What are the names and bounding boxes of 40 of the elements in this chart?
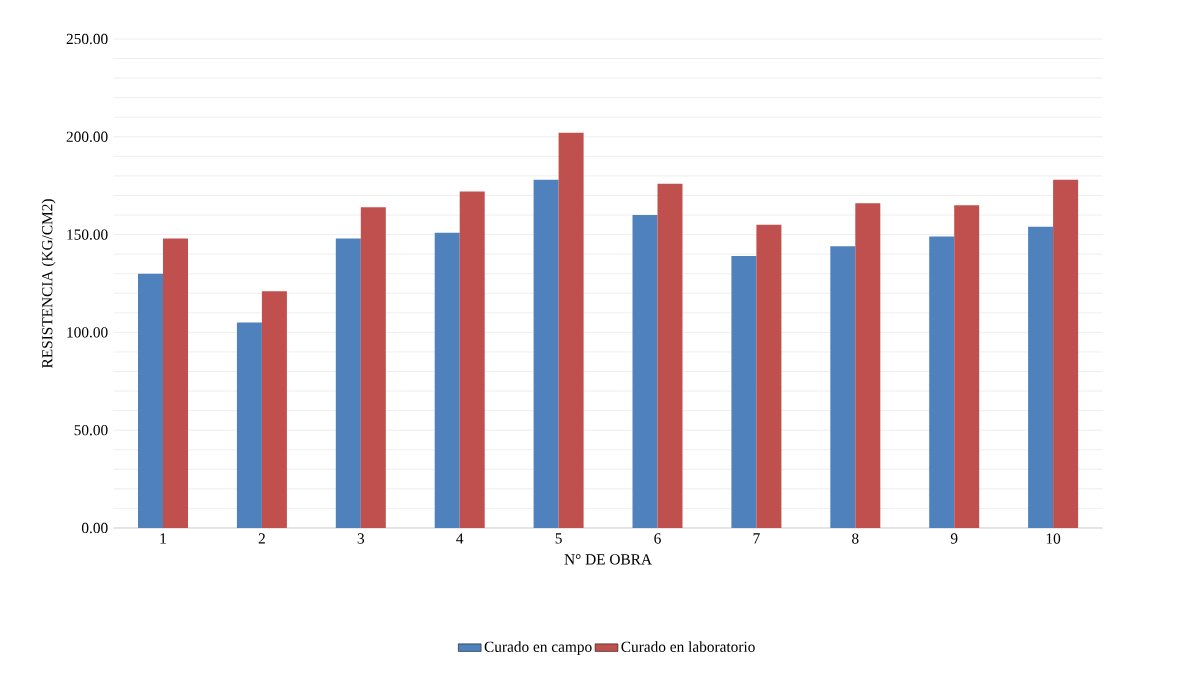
bar bbox=[360, 207, 386, 528]
bar bbox=[954, 205, 980, 528]
x-tick-label: 3 bbox=[357, 533, 365, 544]
x-tick-label: 2 bbox=[258, 533, 265, 544]
y-tick-label: 50.00 bbox=[74, 424, 108, 436]
bar bbox=[632, 215, 658, 528]
y-tick-label: 200.00 bbox=[66, 131, 108, 142]
x-tick-label: 7 bbox=[753, 533, 760, 544]
y-tick-label: 250.00 bbox=[66, 33, 108, 45]
x-tick-label: 6 bbox=[654, 533, 661, 544]
bar bbox=[830, 246, 856, 528]
x-tick-label: 4 bbox=[456, 533, 464, 544]
y-tick-label: 100.00 bbox=[67, 327, 108, 338]
bar bbox=[731, 256, 757, 528]
x-tick-label: 5 bbox=[555, 533, 562, 544]
x-axis-title: N° DE OBRA bbox=[564, 554, 652, 565]
bar bbox=[533, 179, 559, 528]
x-tick-label: 8 bbox=[852, 533, 859, 544]
y-tick-label: 150.00 bbox=[67, 229, 108, 240]
bar bbox=[459, 191, 485, 528]
x-tick-label: 9 bbox=[950, 533, 958, 544]
legend-label: Curado en campo bbox=[484, 641, 592, 656]
bar bbox=[163, 238, 189, 528]
bar bbox=[261, 291, 287, 528]
legend-label: Curado en laboratorio bbox=[621, 641, 755, 652]
bar bbox=[756, 224, 782, 528]
bar bbox=[236, 322, 262, 528]
bar bbox=[138, 273, 164, 528]
bar bbox=[335, 238, 361, 528]
y-tick-label: 0.00 bbox=[81, 522, 108, 534]
bar bbox=[657, 183, 683, 528]
bar bbox=[855, 203, 881, 528]
bar bbox=[1028, 226, 1054, 528]
x-tick-label: 10 bbox=[1046, 533, 1061, 544]
x-tick-label: 1 bbox=[160, 533, 166, 544]
bar bbox=[929, 236, 955, 528]
y-axis-title: RESISTENCIA (KG/CM2) bbox=[41, 199, 56, 369]
bar bbox=[558, 132, 584, 528]
bar bbox=[434, 232, 460, 528]
bar bbox=[1053, 179, 1079, 528]
